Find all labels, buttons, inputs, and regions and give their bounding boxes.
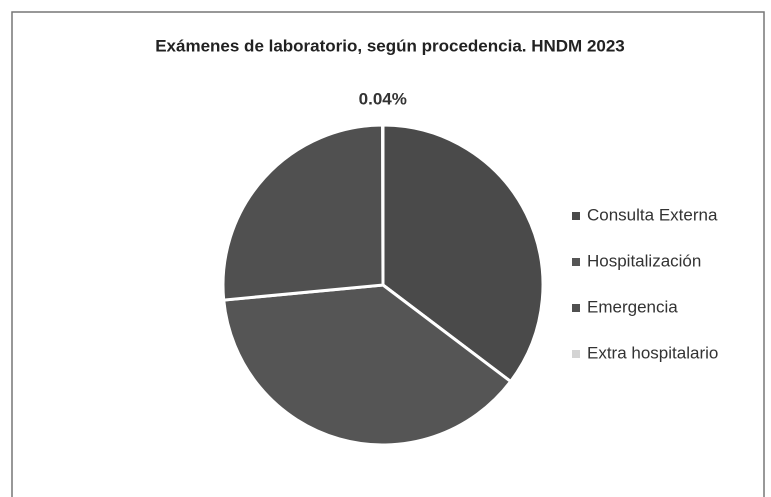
legend-label: Emergencia xyxy=(587,297,678,316)
chart-title: Exámenes de laboratorio, según procedenc… xyxy=(155,36,625,55)
legend-marker xyxy=(572,258,580,266)
legend-marker xyxy=(572,304,580,312)
legend-label: Extra hospitalario xyxy=(587,343,718,362)
legend-marker xyxy=(572,212,580,220)
legend-label: Hospitalización xyxy=(587,251,701,270)
legend-label: Consulta Externa xyxy=(587,205,718,224)
pie-slice xyxy=(222,283,513,447)
pie-slice xyxy=(381,123,545,384)
pie-slice xyxy=(221,123,385,302)
data-label: 0.04% xyxy=(359,89,407,108)
legend-marker xyxy=(572,350,580,358)
